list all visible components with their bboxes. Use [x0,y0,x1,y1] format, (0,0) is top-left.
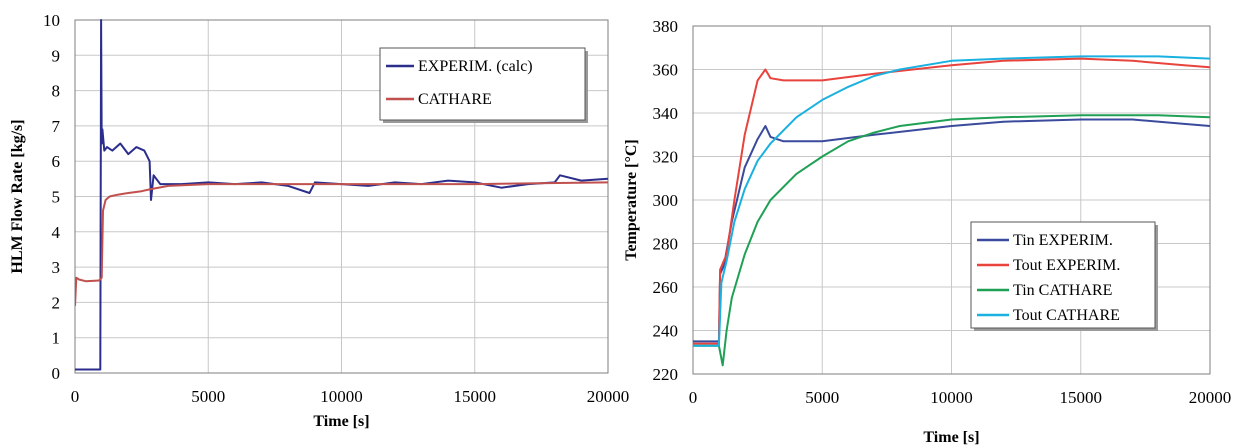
y-tick-label: 10 [43,11,60,30]
y-tick-label: 240 [653,322,679,341]
x-tick-label: 20000 [1189,388,1232,407]
x-tick-label: 20000 [587,387,630,406]
x-tick-label: 15000 [454,387,497,406]
x-tick-label: 10000 [320,387,363,406]
plot-border [74,19,609,374]
legend-label: CATHARE [418,91,492,108]
y-tick-label: 260 [653,278,679,297]
y-tick-label: 1 [52,329,61,348]
legend-label: Tin CATHARE [1013,282,1112,299]
legend-label: Tin EXPERIM. [1013,232,1113,249]
x-axis-label: Time [s] [313,413,369,430]
y-axis-label: HLM Flow Rate [kg/s] [9,119,26,273]
series-line-0 [693,118,1210,343]
legend [379,47,586,121]
x-axis-label: Time [s] [923,429,979,446]
x-tick-label: 15000 [1060,388,1103,407]
legend-label: Tout EXPERIM. [1013,257,1120,274]
legend-label: EXPERIM. (calc) [418,58,533,75]
y-axis-label: Temperature [°C] [623,139,640,260]
series-group [693,55,1210,367]
x-tick-label: 0 [71,387,80,406]
x-tick-label: 0 [689,388,698,407]
y-tick-label: 340 [653,104,679,123]
series-line-3 [693,55,1210,347]
series-group [75,19,608,371]
temperature-chart: 220 240 260 280 300 320 340 360 380 0 5000 10000 150… [623,17,1231,446]
y-tick-label: 280 [653,235,679,254]
flow-rate-chart: 0 1 2 3 4 5 6 7 8 9 10 0 5000 10000 15000 20000 Time [s]… [9,11,629,430]
y-tick-label: 5 [52,188,61,207]
series-line-1 [75,181,608,306]
series-line-2 [693,114,1210,367]
y-tick-label: 220 [653,365,679,384]
y-tick-label: 4 [52,223,61,242]
y-tick-label: 7 [52,117,61,136]
x-tick-label: 10000 [930,388,973,407]
y-tick-label: 380 [653,17,679,36]
y-tick-label: 2 [52,293,61,312]
x-tick-label: 5000 [191,387,225,406]
y-tick-label: 6 [52,152,61,171]
y-tick-label: 3 [52,258,61,277]
y-tick-label: 0 [52,364,61,383]
legend-label: Tout CATHARE [1013,307,1120,324]
plot-border [692,25,1211,375]
x-tick-label: 5000 [805,388,839,407]
series-line-1 [693,57,1210,345]
y-tick-label: 300 [653,191,679,210]
y-tick-label: 9 [52,46,61,65]
y-tick-label: 8 [52,82,61,101]
y-tick-label: 360 [653,61,679,80]
y-tick-label: 320 [653,148,679,167]
